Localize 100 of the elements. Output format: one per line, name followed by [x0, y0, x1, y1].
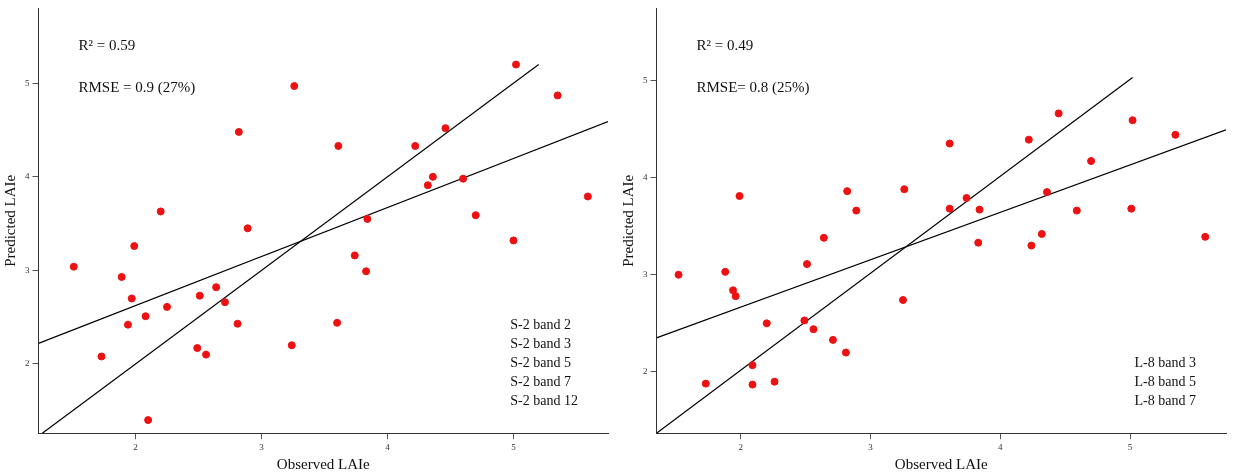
point	[1128, 116, 1137, 125]
point	[900, 185, 909, 194]
annotation: RMSE= 0.8 (25%)	[696, 78, 810, 96]
point	[423, 181, 432, 190]
point	[234, 127, 243, 136]
point	[1024, 135, 1033, 144]
point	[459, 174, 468, 183]
point	[130, 242, 139, 251]
x-tick-label: 5	[511, 441, 517, 452]
point	[770, 377, 779, 386]
point	[290, 82, 299, 91]
point	[411, 141, 420, 150]
point	[762, 319, 771, 328]
y-tick-label: 4	[643, 171, 648, 182]
x-axis-title: Observed LAIe	[894, 455, 989, 472]
point	[127, 294, 136, 303]
annotation: S-2 band 3	[510, 335, 572, 351]
point	[123, 320, 132, 329]
point	[898, 296, 907, 305]
x-tick-label: 4	[998, 441, 1004, 452]
y-tick-label: 5	[643, 74, 648, 85]
point	[1054, 109, 1063, 118]
point	[1072, 206, 1081, 215]
point	[141, 312, 150, 321]
y-tick-label: 3	[25, 264, 30, 275]
point	[1171, 130, 1180, 139]
y-tick-label: 3	[643, 269, 648, 280]
point	[202, 350, 211, 359]
point	[674, 270, 683, 279]
point	[974, 238, 983, 247]
y-tick-label: 5	[25, 77, 30, 88]
point	[287, 341, 296, 350]
point	[731, 292, 740, 301]
annotation: R² = 0.49	[696, 36, 754, 53]
point	[852, 206, 861, 215]
annotation: S-2 band 12	[510, 392, 579, 408]
point	[841, 348, 850, 357]
point	[193, 344, 202, 353]
annotation: L-8 band 3	[1134, 354, 1197, 370]
point	[802, 260, 811, 269]
point	[163, 302, 172, 311]
y-axis-title: Predicted LAIe	[619, 174, 636, 267]
point	[945, 139, 954, 148]
point	[233, 319, 242, 328]
point	[333, 318, 342, 327]
x-tick-label: 3	[868, 441, 874, 452]
x-tick-label: 2	[133, 441, 138, 452]
y-tick-label: 4	[25, 171, 30, 182]
point	[1087, 157, 1096, 166]
annotation: S-2 band 7	[510, 373, 572, 389]
point	[553, 91, 562, 100]
point	[800, 316, 809, 325]
point	[583, 192, 592, 201]
point	[441, 124, 450, 133]
point	[1027, 241, 1036, 250]
x-tick-label: 4	[385, 441, 391, 452]
point	[1127, 204, 1136, 213]
annotation: L-8 band 7	[1134, 392, 1197, 408]
point	[945, 204, 954, 213]
point	[748, 361, 757, 370]
point	[1201, 232, 1210, 241]
point	[701, 379, 710, 388]
point	[97, 352, 106, 361]
y-tick-label: 2	[25, 358, 30, 369]
y-tick-label: 2	[643, 366, 648, 377]
x-tick-label: 3	[259, 441, 265, 452]
point	[512, 60, 521, 69]
x-tick-label: 5	[1127, 441, 1133, 452]
point	[428, 172, 437, 181]
point	[156, 207, 165, 216]
point	[828, 335, 837, 344]
annotation: R² = 0.59	[78, 36, 136, 53]
point	[809, 325, 818, 334]
annotation: RMSE = 0.9 (27%)	[78, 78, 196, 96]
point	[735, 192, 744, 201]
point	[69, 262, 78, 271]
point	[212, 283, 221, 292]
point	[195, 291, 204, 300]
point	[509, 236, 518, 245]
point	[117, 272, 126, 281]
point	[962, 193, 971, 202]
point	[748, 380, 757, 389]
point	[243, 224, 252, 233]
y-axis-title: Predicted LAIe	[1, 174, 18, 267]
point	[144, 416, 153, 425]
annotation: S-2 band 5	[510, 354, 572, 370]
point	[363, 214, 372, 223]
x-axis-title: Observed LAIe	[276, 455, 371, 472]
point	[1037, 229, 1046, 238]
point	[334, 141, 343, 150]
point	[721, 267, 730, 276]
point	[362, 267, 371, 276]
point	[975, 205, 984, 214]
point	[350, 251, 359, 260]
point	[220, 298, 229, 307]
point	[819, 233, 828, 242]
annotation: L-8 band 5	[1134, 373, 1197, 389]
point	[843, 187, 852, 196]
annotation: S-2 band 2	[510, 316, 572, 332]
point	[471, 211, 480, 220]
